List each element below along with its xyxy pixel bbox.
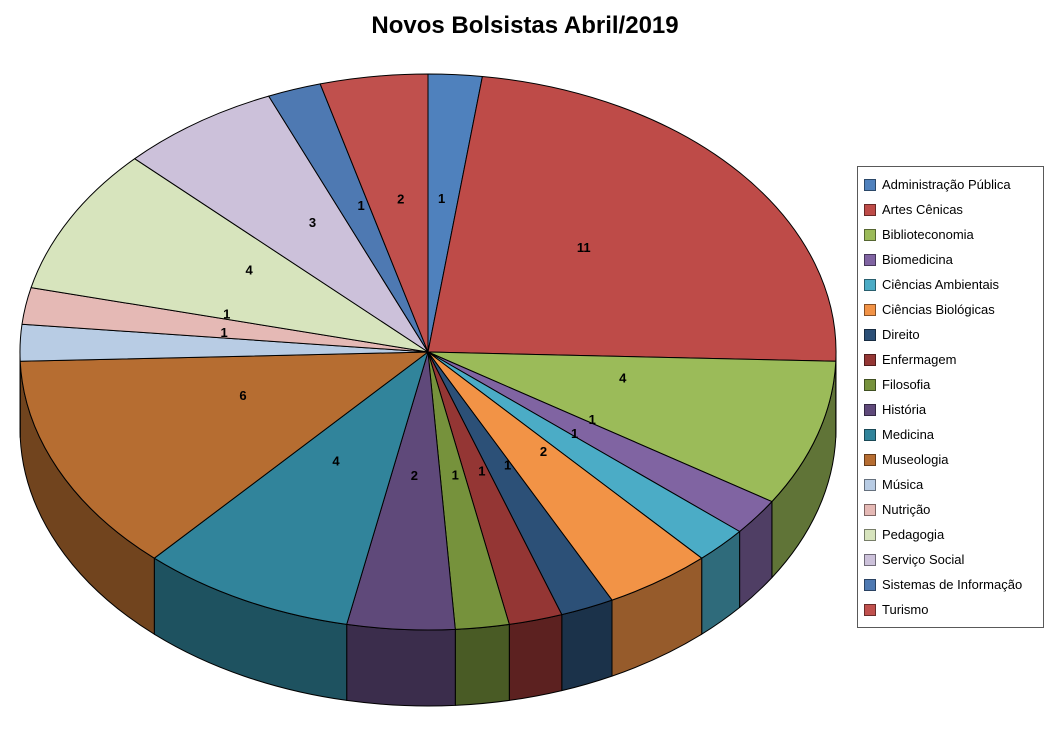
legend-swatch [864,353,876,366]
legend-item: Administração Pública [864,172,1039,197]
legend-item: Museologia [864,447,1039,472]
legend-swatch [864,603,876,616]
data-label: 1 [571,426,578,441]
legend-item: História [864,397,1039,422]
legend-swatch [864,328,876,341]
data-label: 1 [589,412,596,427]
legend-label: Serviço Social [882,552,965,567]
legend-swatch [864,303,876,316]
legend-label: Ciências Ambientais [882,277,1000,292]
legend-label: Biomedicina [882,252,953,267]
legend-swatch [864,503,876,516]
legend-label: Direito [882,327,920,342]
legend-swatch [864,553,876,566]
pie-slice [134,95,429,353]
legend-label: Nutrição [882,502,931,517]
data-label: 1 [223,306,230,321]
legend-label: Filosofia [882,377,931,392]
data-label: 1 [357,198,364,213]
pie-slice [319,73,429,353]
data-label: 11 [577,240,591,255]
legend-label: Enfermagem [882,352,957,367]
legend-swatch [864,203,876,216]
data-label: 3 [309,215,316,230]
pie-slice [19,351,429,559]
legend-label: Biblioteconomia [882,227,974,242]
legend-swatch [864,278,876,291]
pie-slice-side [508,614,563,701]
legend-swatch [864,478,876,491]
legend-label: Sistemas de Informação [882,577,1023,592]
pie-slice-side [561,599,613,692]
data-label: 1 [504,458,511,473]
data-label: 4 [245,263,253,278]
legend-item: Música [864,472,1039,497]
legend-item: Nutrição [864,497,1039,522]
legend-item: Filosofia [864,372,1039,397]
legend-item: Biomedicina [864,247,1039,272]
legend-item: Artes Cênicas [864,197,1039,222]
data-label: 2 [540,444,547,459]
data-label: 1 [220,325,227,340]
data-label: 6 [239,388,246,403]
legend-item: Direito [864,322,1039,347]
legend-swatch [864,528,876,541]
legend-item: Sistemas de Informação [864,572,1039,597]
legend-label: Música [882,477,924,492]
legend-label: Administração Pública [882,177,1011,192]
legend: Administração Pública Artes Cênicas Biblio… [857,166,1044,628]
legend-item: Biblioteconomia [864,222,1039,247]
data-label: 1 [478,464,485,479]
legend-swatch [864,403,876,416]
legend-item: Enfermagem [864,347,1039,372]
legend-item: Turismo [864,597,1039,622]
legend-label: História [882,402,927,417]
legend-label: Turismo [882,602,929,617]
legend-swatch [864,253,876,266]
legend-item: Pedagogia [864,522,1039,547]
pie-slice [427,76,837,362]
legend-label: Pedagogia [882,527,945,542]
legend-swatch [864,578,876,591]
legend-item: Ciências Ambientais [864,272,1039,297]
pie-slice [153,351,429,625]
data-label: 2 [397,192,404,207]
pie-slice [427,351,837,503]
legend-swatch [864,228,876,241]
chart-title: Novos Bolsistas Abril/2019 [371,12,679,39]
pie-slice [30,158,429,353]
legend-label: Artes Cênicas [882,202,963,217]
legend-swatch [864,453,876,466]
legend-swatch [864,178,876,191]
legend-item: Ciências Biológicas [864,297,1039,322]
pie-slice-side [346,623,456,707]
data-label: 4 [619,371,627,386]
data-label: 1 [438,191,445,206]
legend-label: Ciências Biológicas [882,302,995,317]
pie-slice-side [454,623,510,706]
legend-item: Medicina [864,422,1039,447]
legend-item: Serviço Social [864,547,1039,572]
legend-label: Medicina [882,427,935,442]
data-label: 1 [452,467,459,482]
legend-label: Museologia [882,452,949,467]
data-label: 2 [411,468,418,483]
legend-swatch [864,428,876,441]
data-label: 4 [332,454,340,469]
legend-swatch [864,378,876,391]
